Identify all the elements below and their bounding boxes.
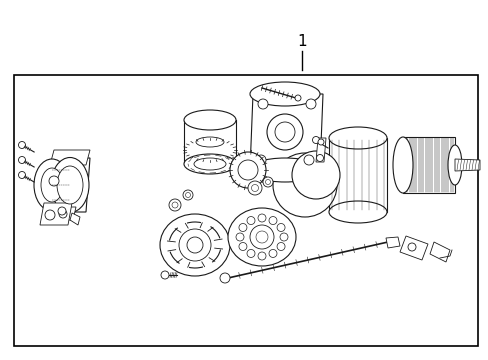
Ellipse shape — [392, 137, 412, 193]
Ellipse shape — [194, 158, 225, 170]
Polygon shape — [385, 237, 399, 248]
Circle shape — [277, 243, 285, 251]
Circle shape — [251, 184, 258, 192]
Polygon shape — [454, 159, 479, 171]
Ellipse shape — [328, 201, 386, 223]
Circle shape — [312, 136, 319, 144]
Circle shape — [274, 122, 294, 142]
Ellipse shape — [248, 158, 321, 182]
Polygon shape — [399, 236, 427, 260]
Polygon shape — [429, 242, 449, 262]
Circle shape — [179, 229, 210, 261]
Circle shape — [268, 249, 276, 257]
Polygon shape — [402, 137, 454, 193]
Circle shape — [291, 151, 339, 199]
Ellipse shape — [160, 214, 229, 276]
Ellipse shape — [447, 145, 461, 185]
Circle shape — [280, 233, 287, 241]
Ellipse shape — [196, 137, 224, 147]
Circle shape — [58, 207, 66, 215]
Text: 1: 1 — [297, 35, 306, 49]
Circle shape — [304, 155, 313, 165]
Ellipse shape — [249, 82, 319, 106]
Polygon shape — [40, 203, 72, 225]
Circle shape — [294, 95, 301, 101]
Circle shape — [185, 193, 190, 198]
Circle shape — [265, 180, 270, 184]
Circle shape — [19, 157, 25, 163]
Polygon shape — [70, 213, 80, 225]
Circle shape — [268, 217, 276, 225]
Circle shape — [247, 181, 262, 195]
Polygon shape — [328, 138, 386, 212]
Circle shape — [239, 224, 246, 231]
Circle shape — [256, 231, 267, 243]
Ellipse shape — [34, 159, 70, 211]
Ellipse shape — [328, 127, 386, 149]
Circle shape — [266, 114, 303, 150]
Circle shape — [19, 141, 25, 148]
Circle shape — [183, 190, 193, 200]
Circle shape — [317, 139, 324, 145]
Bar — [14, 75, 477, 346]
Circle shape — [186, 237, 203, 253]
Circle shape — [169, 199, 181, 211]
Ellipse shape — [51, 158, 89, 212]
Ellipse shape — [57, 166, 83, 204]
Polygon shape — [48, 207, 76, 220]
Circle shape — [220, 273, 229, 283]
Circle shape — [407, 243, 415, 251]
Circle shape — [172, 202, 178, 208]
Circle shape — [258, 214, 265, 222]
Circle shape — [238, 160, 258, 180]
Circle shape — [249, 225, 273, 249]
Circle shape — [277, 224, 285, 231]
Ellipse shape — [183, 154, 236, 174]
Polygon shape — [315, 138, 325, 162]
Circle shape — [161, 271, 169, 279]
Circle shape — [316, 154, 323, 162]
Circle shape — [258, 99, 267, 109]
Polygon shape — [50, 150, 90, 165]
Circle shape — [45, 210, 55, 220]
Polygon shape — [50, 158, 90, 212]
Circle shape — [272, 153, 336, 217]
Ellipse shape — [183, 110, 236, 130]
Circle shape — [239, 243, 246, 251]
Circle shape — [256, 155, 265, 165]
Circle shape — [305, 99, 315, 109]
Polygon shape — [249, 94, 323, 170]
Circle shape — [258, 252, 265, 260]
Circle shape — [263, 177, 272, 187]
Circle shape — [236, 233, 244, 241]
Circle shape — [246, 217, 254, 225]
Circle shape — [229, 152, 265, 188]
Circle shape — [19, 171, 25, 179]
Circle shape — [49, 176, 59, 186]
Ellipse shape — [227, 208, 295, 266]
Circle shape — [59, 210, 67, 218]
Circle shape — [246, 249, 254, 257]
Ellipse shape — [41, 168, 63, 202]
